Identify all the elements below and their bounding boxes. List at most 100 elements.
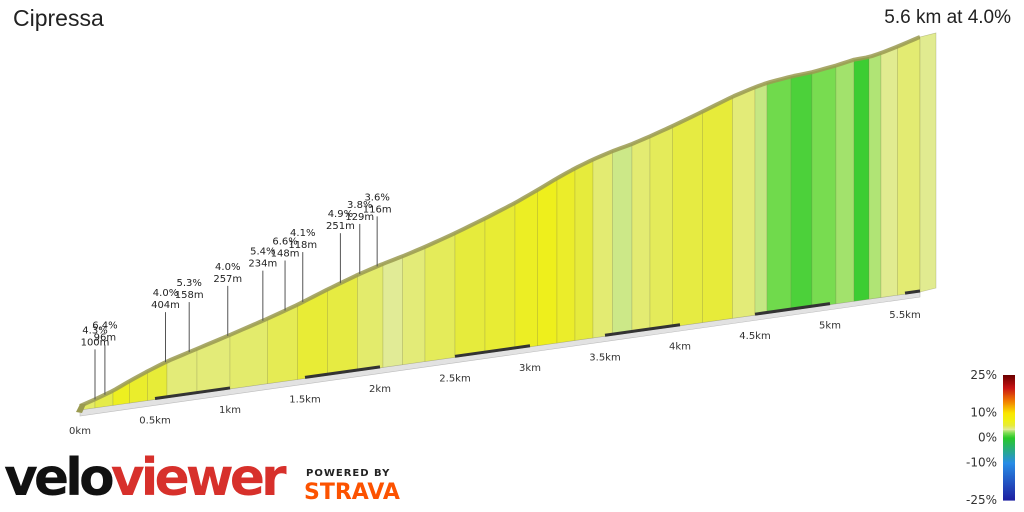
legend-color-band [1003,451,1015,454]
legend-color-band [1003,426,1015,429]
page-title: Cipressa [13,5,104,31]
gradient-segment [853,56,870,302]
legend-color-band [1003,468,1015,471]
gradient-segment [424,232,456,362]
legend-tick-label: 10% [970,406,997,420]
section-gradient-label: 3.8% [347,200,372,211]
legend-color-band [1003,395,1015,397]
gradient-segment [897,36,921,296]
legend-color-band [1003,466,1015,469]
legend-color-band [1003,481,1015,484]
distance-tick-label: 3km [519,363,541,374]
legend-color-band [1003,400,1015,402]
section-gradient-label: 3.6% [364,192,389,203]
legend-color-band [1003,401,1015,404]
legend-color-band [1003,470,1015,472]
distance-tick-label: 1.5km [289,394,320,405]
legend-color-band [1003,476,1015,479]
gradient-segment [574,158,594,341]
legend-color-band [1003,450,1015,452]
gradient-legend: 25% 10% 0% -10% -25% [966,368,1015,507]
section-gradient-label: 5.3% [176,278,201,289]
legend-color-band [1003,425,1015,427]
distance-tick-label: 1km [219,405,241,416]
gradient-segment [880,46,898,298]
legend-color-band [1003,452,1015,455]
legend-color-band [1003,406,1015,409]
legend-color-band [1003,413,1015,416]
legend-color-band [1003,431,1015,434]
legend-color-band [1003,433,1015,436]
gradient-segment [484,202,516,354]
climb-summary: 5.6 km at 4.0% [884,7,1011,28]
legend-color-band [1003,428,1015,431]
distance-bar [304,365,381,379]
legend-tick-label: -25% [966,493,997,507]
legend-color-band [1003,417,1015,420]
gradient-segment [868,52,882,300]
distance-tick-label: 2km [369,384,391,395]
legend-color-band [1003,495,1015,497]
profile-ridge [79,35,921,408]
legend-color-band [1003,375,1015,377]
gradient-segment [672,111,703,328]
legend-color-band [1003,458,1015,461]
legend-color-band [1003,446,1015,449]
legend-color-band [1003,448,1015,451]
legend-color-band [1003,402,1015,405]
gradient-segment [402,246,426,366]
distance-tick-label: 0km [69,426,91,437]
legend-color-band [1003,457,1015,460]
distance-bar [754,302,831,316]
section-gradient-label: 4.3% [82,325,107,336]
legend-color-band [1003,438,1015,441]
section-gradient-label: 5.4% [250,247,275,258]
legend-tick-label: 25% [970,368,997,382]
legend-color-band [1003,432,1015,435]
gradient-segment [754,82,768,316]
legend-color-band [1003,378,1015,381]
legend-color-band [1003,411,1015,414]
legend-color-band [1003,393,1015,396]
distance-bar [154,386,231,400]
section-gradient-label: 4.9% [328,209,353,220]
strava-logo: STRAVA [304,480,400,505]
legend-color-band [1003,408,1015,411]
legend-color-band [1003,442,1015,445]
profile-end-cap [919,32,937,293]
legend-color-band [1003,478,1015,481]
section-length-label: 148m [271,249,300,260]
legend-tick-label: 0% [978,431,997,445]
section-gradient-label: 4.0% [215,262,240,273]
legend-color-band [1003,441,1015,444]
legend-color-band [1003,445,1015,447]
section-labels-layer: 4.3%100m6.4%96m4.0%404m5.3%158m4.0%257m5… [81,192,392,400]
legend-color-band [1003,463,1015,466]
section-length-label: 251m [326,221,355,232]
legend-color-band [1003,477,1015,480]
legend-color-band [1003,492,1015,495]
legend-color-band [1003,416,1015,419]
distance-tick-label: 5.5km [889,310,920,321]
section-gradient-label: 6.4% [92,321,117,332]
legend-color-band [1003,391,1015,394]
legend-color-band [1003,403,1015,406]
distance-tick-label: 2.5km [439,373,470,384]
section-gradient-label: 4.1% [290,228,315,239]
legend-color-band [1003,376,1015,379]
legend-color-band [1003,440,1015,442]
legend-color-band [1003,385,1015,387]
gradient-segment [766,76,792,314]
legend-color-band [1003,447,1015,450]
legend-color-band [1003,460,1015,462]
gradient-segment [790,71,813,311]
legend-color-band [1003,453,1015,456]
distance-ticks-layer: 0km 0.5km 1km 1.5km 2km 2.5km 3km 3.5km 4km 4.5km… [69,289,921,437]
gradient-segment [537,177,558,347]
legend-color-band [1003,490,1015,492]
legend-color-band [1003,465,1015,467]
gradient-segment [631,135,651,333]
legend-color-band [1003,421,1015,424]
legend-color-band [1003,381,1015,384]
